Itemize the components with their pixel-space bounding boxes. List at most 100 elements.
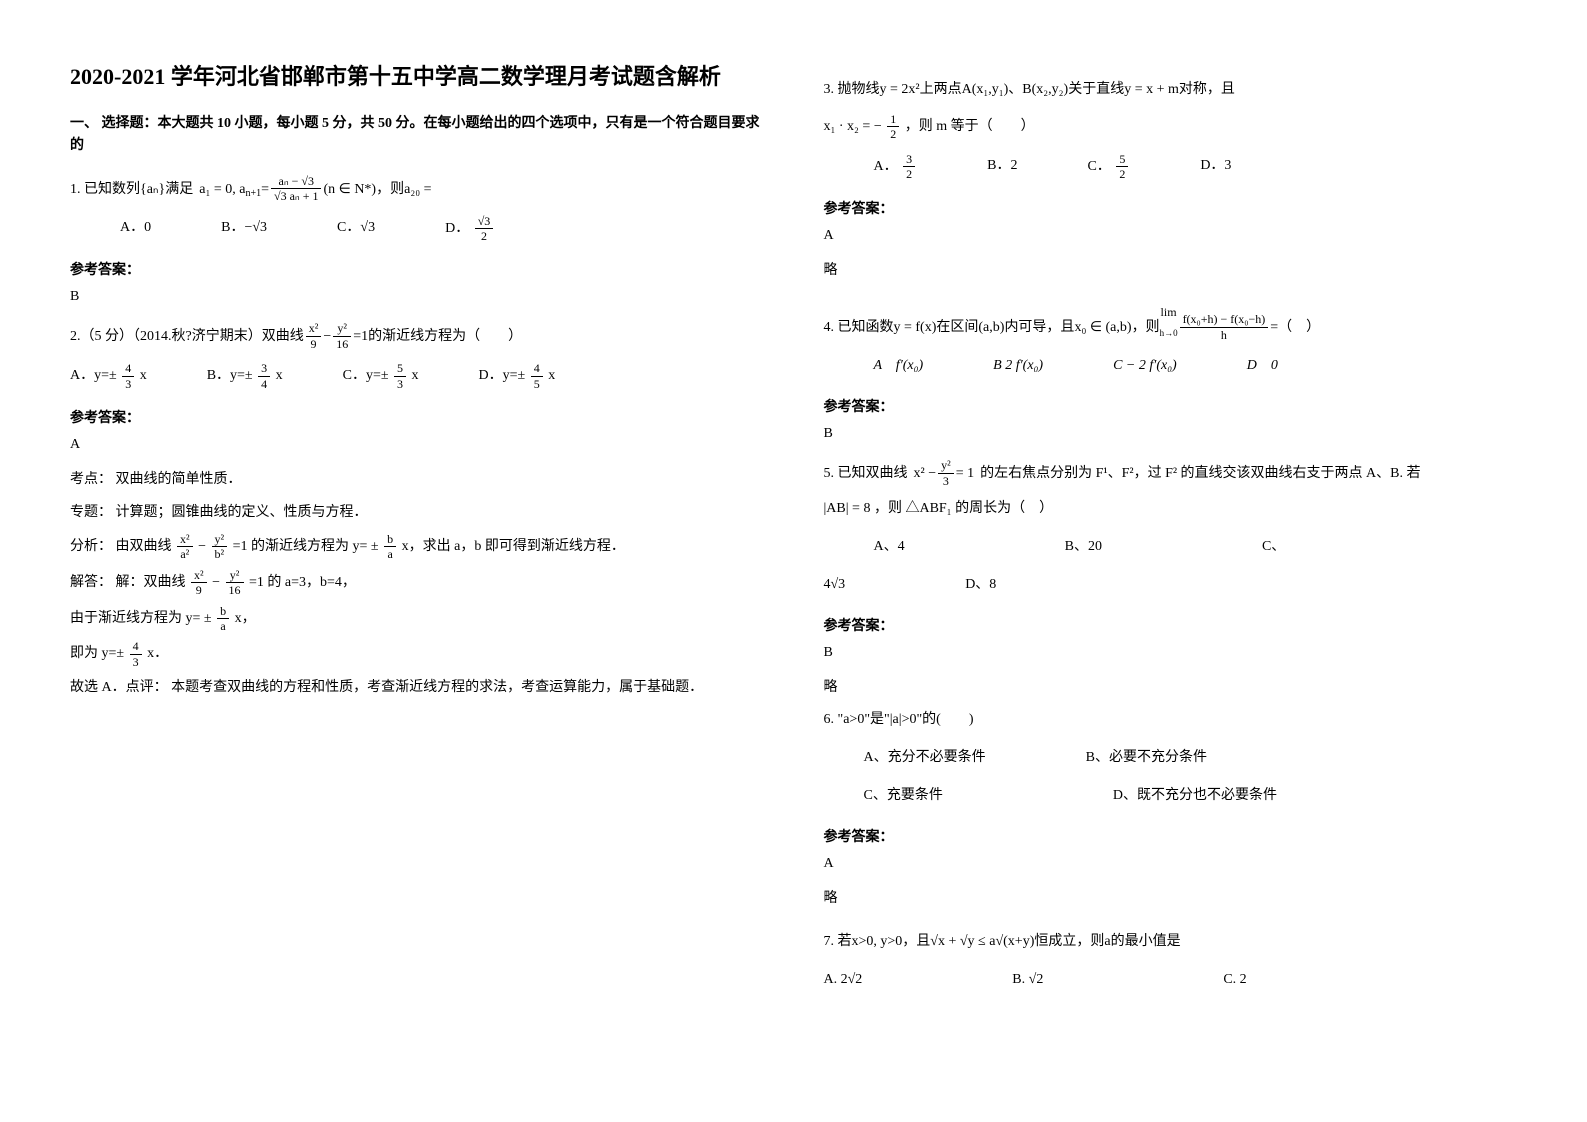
q3-opt-d: D．3 bbox=[1200, 152, 1231, 182]
q1-a1: a₁ = 0, a bbox=[199, 176, 245, 204]
q5-lue: 略 bbox=[824, 675, 1518, 702]
q5-line2: |AB| = 8 ，则 △ABF₁ 的周长为（ ） bbox=[824, 496, 1518, 523]
q2-fx-n1: x² bbox=[177, 532, 193, 547]
q2-opta-den: 3 bbox=[122, 377, 134, 391]
q6-ans-label: 参考答案： bbox=[824, 826, 1518, 846]
q1-mid: 满足 bbox=[165, 176, 193, 204]
q3-mid2: 关于直线 bbox=[1068, 76, 1124, 104]
q2-optc-num: 5 bbox=[394, 361, 406, 376]
q3-ans: A bbox=[824, 228, 1518, 244]
q4-lim-top: lim bbox=[1160, 300, 1178, 324]
q2-fx-d2: b² bbox=[212, 547, 228, 561]
q1-num: aₙ − √3 bbox=[271, 174, 321, 189]
q7-tail: 恒成立，则 bbox=[1034, 928, 1104, 956]
q2-tail: 的渐近线方程为（ ） bbox=[368, 323, 522, 351]
q2-jd-n1: x² bbox=[191, 568, 207, 583]
q2-jw-n: 4 bbox=[130, 639, 142, 654]
q5-ans-label: 参考答案： bbox=[824, 615, 1518, 635]
q7-tail2: 的最小值是 bbox=[1111, 928, 1181, 956]
q4-mid3: ，则 bbox=[1132, 314, 1160, 342]
q2-jd-d1: 9 bbox=[191, 583, 207, 597]
q2-jd-minus: − bbox=[212, 575, 223, 590]
q2-fx-n2: y² bbox=[212, 532, 228, 547]
q2-zt: 专题： 计算题；圆锥曲线的定义、性质与方程． bbox=[70, 500, 764, 527]
q2-pre: 2.（5 分）（2014.秋?济宁期末）双曲线 bbox=[70, 323, 304, 351]
q2-jd-pre: 解答： 解：双曲线 bbox=[70, 575, 186, 590]
question-6: 6. "a>0"是"|a|>0"的( ) bbox=[824, 707, 1518, 734]
q2-optb-pre: B．y=± bbox=[207, 368, 253, 383]
q3-opta-d: 2 bbox=[903, 167, 915, 181]
q2-opta-num: 4 bbox=[122, 361, 134, 376]
q5-ans: B bbox=[824, 645, 1518, 661]
q2-opt-b: B．y=± 34 x bbox=[207, 361, 283, 391]
q2-optc-pre: C．y=± bbox=[343, 368, 389, 383]
q6-opt-d: D、既不充分也不必要条件 bbox=[1113, 782, 1277, 810]
q3-l2-tail: ，则 bbox=[905, 119, 933, 134]
q1-opt-c: C．√3 bbox=[337, 214, 375, 244]
q1-den: √3 aₙ + 1 bbox=[271, 189, 321, 203]
q1-optd-num: √3 bbox=[475, 214, 494, 229]
q3-optc-d: 2 bbox=[1116, 167, 1128, 181]
q4-ans-label: 参考答案： bbox=[824, 396, 1518, 416]
q3-pre: 3. 抛物线 bbox=[824, 76, 880, 104]
q2-jd: 解答： 解：双曲线 x²9 − y²16 =1 的 a=3，b=4， bbox=[70, 568, 764, 598]
q2-optc-x: x bbox=[412, 368, 419, 383]
question-5: 5. 已知双曲线 x² − y²3 = 1 的左右焦点分别为 F¹、F²，过 F… bbox=[824, 458, 1518, 488]
q2-jw: 即为 y=± 43 x． bbox=[70, 639, 764, 669]
q4-opt-a: A f′(x₀) bbox=[874, 352, 924, 380]
q2-kd: 考点： 双曲线的简单性质． bbox=[70, 467, 764, 494]
q2-optc-den: 3 bbox=[394, 377, 406, 391]
q5-opt-a: A、4 bbox=[874, 533, 905, 561]
q2-optd-pre: D．y=± bbox=[479, 368, 526, 383]
q2-fx-pre: 分析： 由双曲线 bbox=[70, 539, 172, 554]
q3-line2: x₁ · x₂ = − 12 ，则 m 等于（ ） bbox=[824, 112, 1518, 142]
q4-lim-num: f(x₀+h) − f(x₀−h) bbox=[1180, 312, 1269, 327]
q3-l2-m: m bbox=[936, 119, 947, 134]
q7-opt-b: B. √2 bbox=[1012, 966, 1043, 994]
q6-options-row2: C、充要条件 D、既不充分也不必要条件 bbox=[864, 782, 1518, 810]
q1-optd-pre: D． bbox=[445, 221, 469, 236]
q4-ab: (a,b) bbox=[978, 314, 1004, 342]
q3-eq2: y = x + m bbox=[1124, 76, 1179, 104]
q5-den: 3 bbox=[938, 474, 954, 488]
q4-f: y = f(x) bbox=[894, 314, 937, 342]
q2-jd-n2: y² bbox=[226, 568, 244, 583]
right-column: 3. 抛物线 y = 2x² 上两点 A(x₁,y₁) 、 B(x₂,y₂) 关… bbox=[794, 60, 1548, 1082]
q2-optb-num: 3 bbox=[258, 361, 270, 376]
q2-den1: 9 bbox=[306, 337, 322, 351]
q1-optd-den: 2 bbox=[475, 229, 494, 243]
q5-tail1: 的左右焦点分别为 F¹、F²，过 F² 的直线交该双曲线右支于两点 A、B. 若 bbox=[980, 460, 1420, 488]
q2-optd-den: 5 bbox=[531, 377, 543, 391]
q2-jw-pre: 即为 y=± bbox=[70, 647, 124, 662]
q2-opta-pre: A．y=± bbox=[70, 368, 117, 383]
q7-pre: 7. 若 bbox=[824, 928, 852, 956]
q1-cond: (n ∈ N*) bbox=[323, 176, 376, 204]
q5-pre: 5. 已知双曲线 bbox=[824, 460, 908, 488]
q5-opt-c2: 4√3 bbox=[824, 571, 846, 599]
left-column: 2020-2021 学年河北省邯郸市第十五中学高二数学理月考试题含解析 一、 选… bbox=[40, 60, 794, 1082]
q1-seq: {aₙ} bbox=[140, 176, 165, 204]
q5-opt-c: C、 bbox=[1262, 533, 1285, 561]
q7-opt-a: A. 2√2 bbox=[824, 966, 863, 994]
q2-fx-eq: =1 的渐近线方程为 y= bbox=[233, 539, 371, 554]
q2-yy-x: x， bbox=[235, 611, 256, 626]
q2-fx-d3: a bbox=[384, 547, 396, 561]
q4-opt-c: C − 2 f′(x₀) bbox=[1113, 352, 1177, 380]
q2-optb-den: 4 bbox=[258, 377, 270, 391]
q2-jw-d: 3 bbox=[130, 655, 142, 669]
q3-opt-c: C． 52 bbox=[1087, 152, 1130, 182]
q3-tail: 对称，且 bbox=[1179, 76, 1235, 104]
q3-l2-q: 等于（ ） bbox=[951, 119, 1035, 134]
q4-lim: lim h→0 bbox=[1160, 300, 1178, 342]
question-4: 4. 已知函数 y = f(x) 在区间 (a,b) 内可导，且 x₀ ∈ (a… bbox=[824, 300, 1518, 342]
q2-opt-a: A．y=± 43 x bbox=[70, 361, 147, 391]
q7-options: A. 2√2 B. √2 C. 2 bbox=[824, 966, 1518, 994]
q2-num2: y² bbox=[333, 321, 351, 336]
q1-tail2: a₂₀ = bbox=[404, 176, 431, 204]
question-1: 1. 已知数列 {aₙ} 满足 a₁ = 0, an+1 = aₙ − √3 √… bbox=[70, 174, 764, 204]
q3-lue: 略 bbox=[824, 258, 1518, 285]
q2-ans: A bbox=[70, 437, 764, 453]
q5-opt-d: D、8 bbox=[965, 571, 996, 599]
q2-opt-c: C．y=± 53 x bbox=[343, 361, 419, 391]
q1-sub: n+1 bbox=[245, 184, 261, 204]
